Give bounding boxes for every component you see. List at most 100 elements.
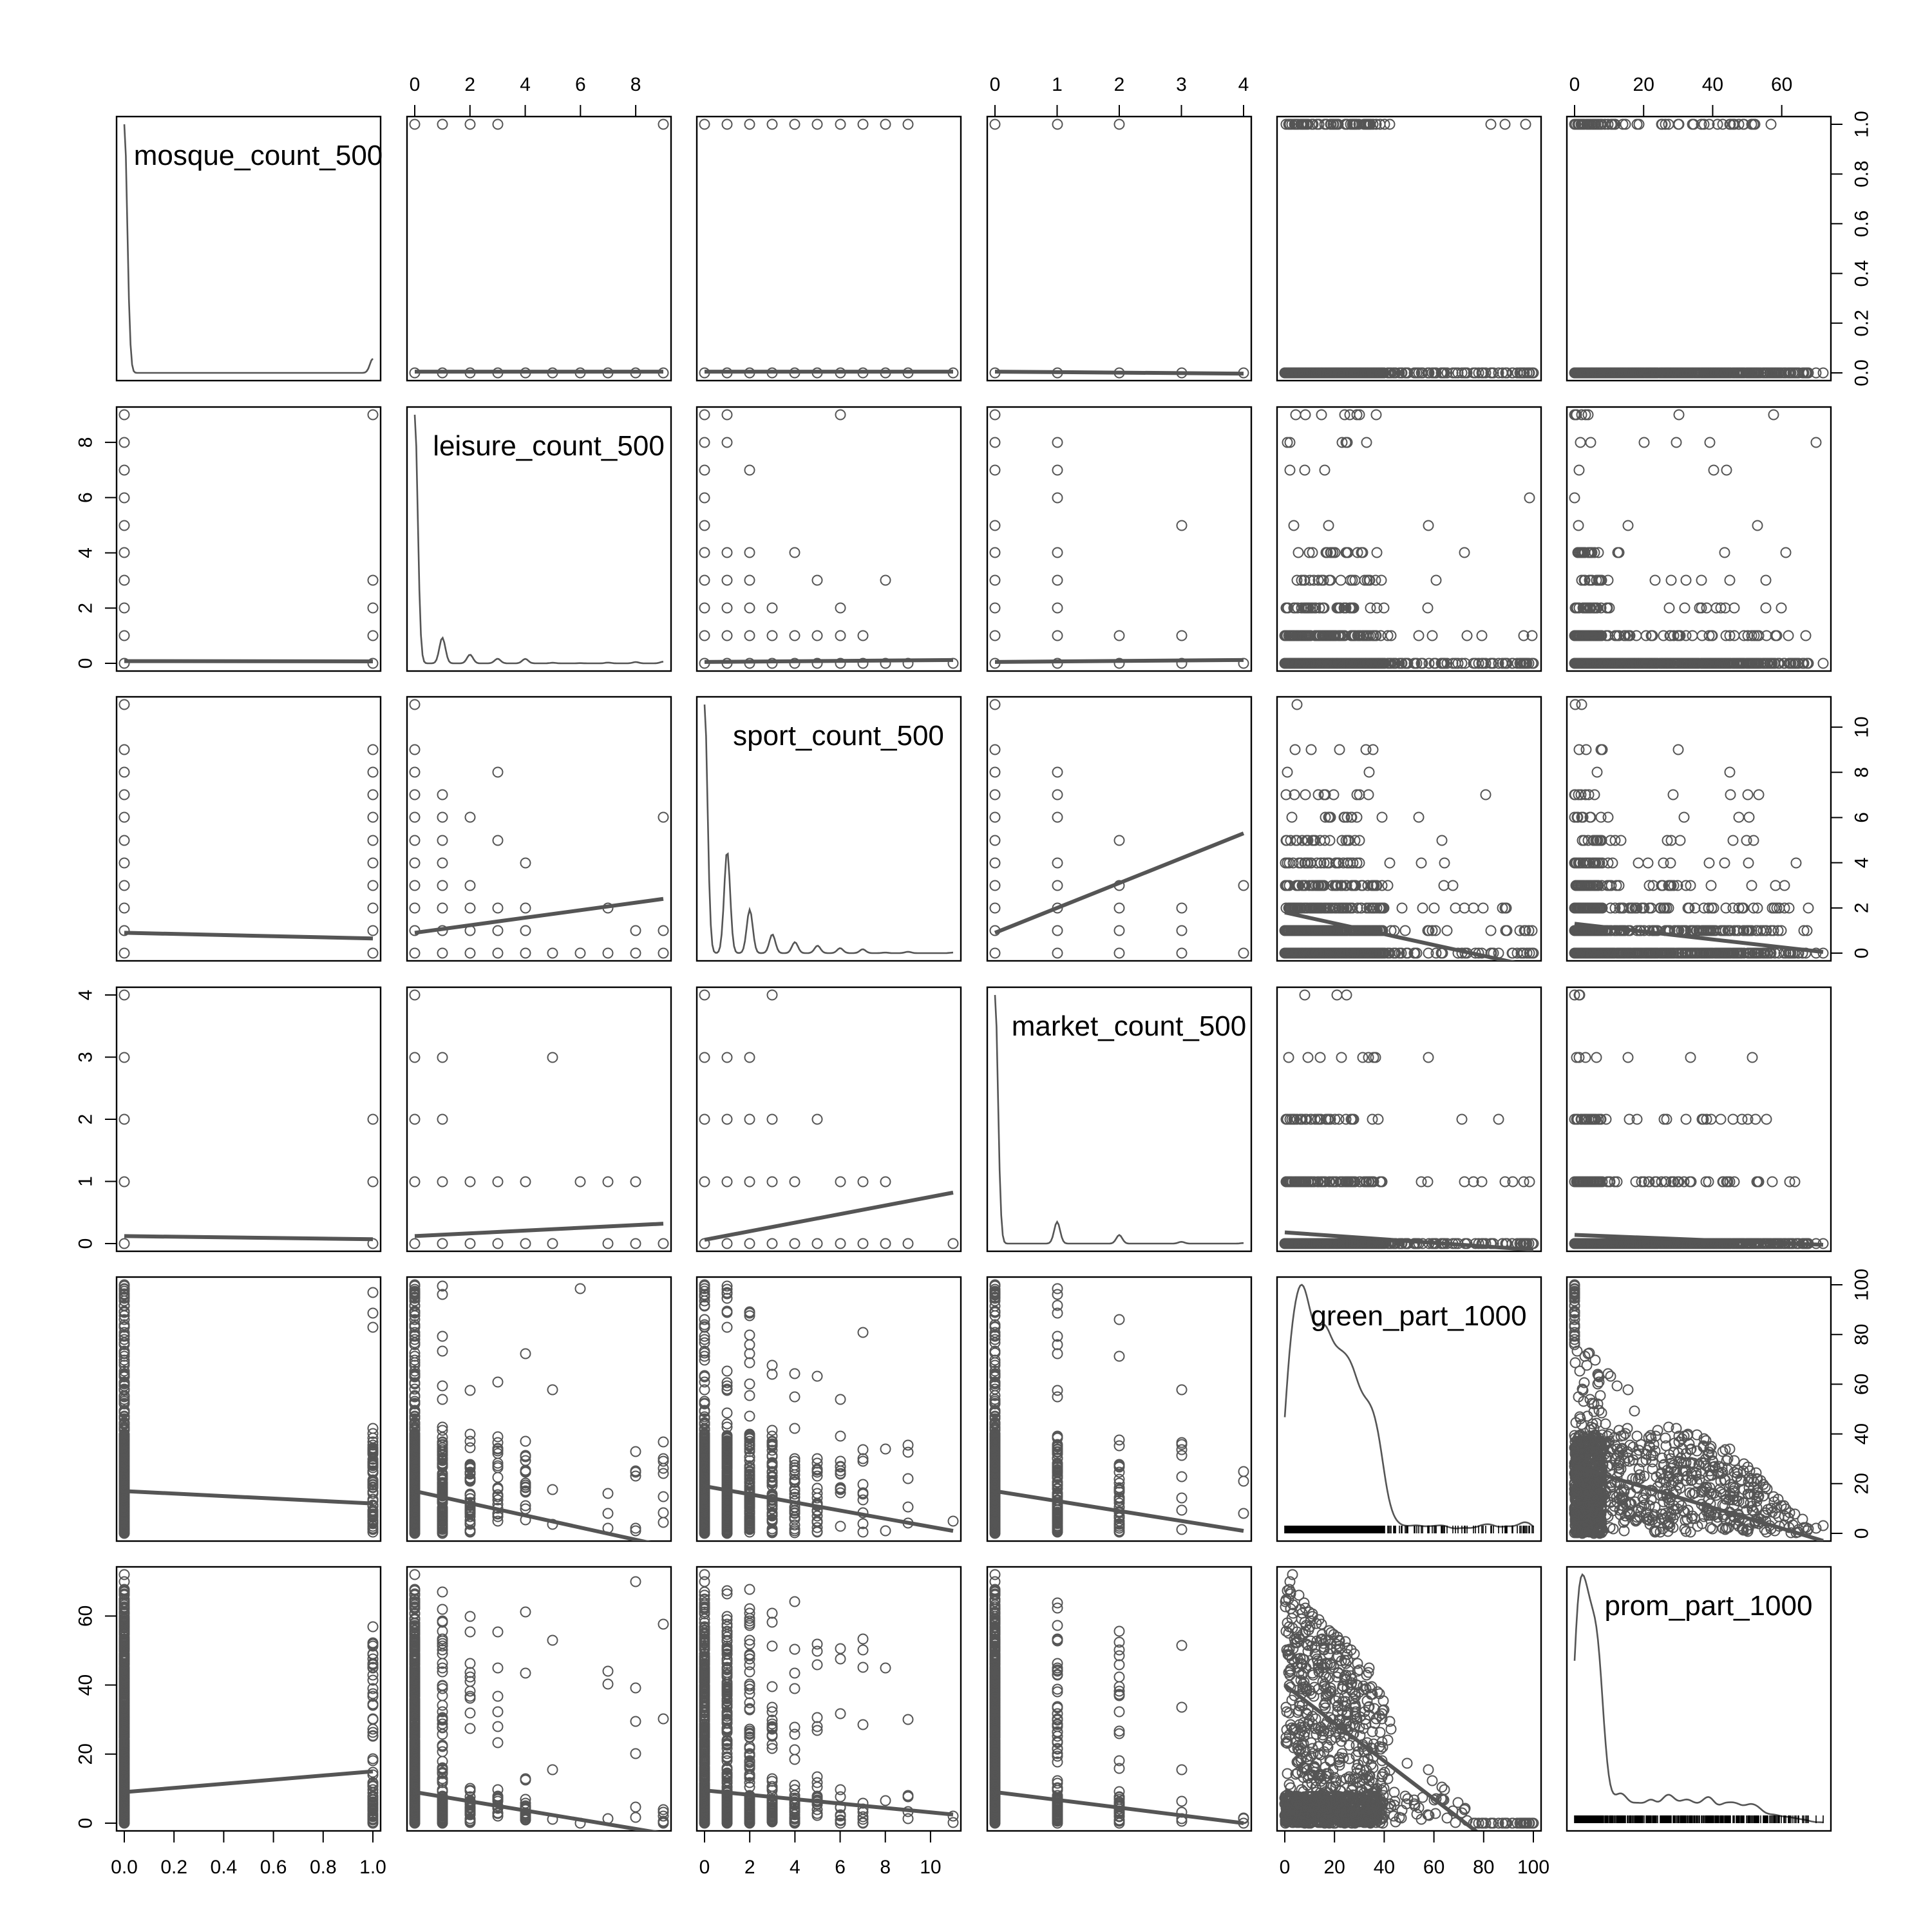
point-leisure-count-500-vs-prom-part-1000 — [1687, 630, 1698, 641]
point-market-count-500-vs-prom-part-1000 — [1622, 1052, 1634, 1063]
point-leisure-count-500-vs-green-part-1000 — [1382, 630, 1394, 641]
point-mosque-count-500-vs-prom-part-1000 — [1732, 367, 1744, 379]
point-leisure-count-500-vs-prom-part-1000 — [1724, 630, 1736, 641]
point-mosque-count-500-vs-green-part-1000 — [1501, 367, 1513, 379]
point-sport-count-500-vs-prom-part-1000 — [1753, 789, 1765, 800]
point-mosque-count-500-vs-green-part-1000 — [1291, 367, 1302, 379]
panel-sport-count-500-vs-market-count-500 — [986, 696, 1253, 962]
point-mosque-count-500-vs-prom-part-1000 — [1689, 367, 1700, 379]
point-leisure-count-500-vs-sport-count-500 — [699, 574, 710, 586]
point-green-part-1000-vs-sport-count-500 — [811, 1370, 823, 1382]
point-green-part-1000-vs-sport-count-500 — [789, 1423, 800, 1434]
point-leisure-count-500-vs-green-part-1000 — [1430, 658, 1441, 669]
point-leisure-count-500-vs-sport-count-500 — [699, 437, 710, 448]
point-sport-count-500-vs-prom-part-1000 — [1633, 857, 1644, 869]
point-sport-count-500-vs-leisure-count-500 — [492, 766, 504, 778]
point-leisure-count-500-vs-green-part-1000 — [1430, 574, 1442, 586]
point-mosque-count-500-vs-prom-part-1000 — [1585, 118, 1596, 130]
point-market-count-500-vs-sport-count-500 — [744, 1176, 755, 1188]
point-market-count-500-vs-leisure-count-500 — [437, 1052, 448, 1063]
point-sport-count-500-vs-prom-part-1000 — [1674, 835, 1686, 846]
points-green-part-1000-vs-sport-count-500 — [699, 1279, 959, 1539]
point-mosque-count-500-vs-prom-part-1000 — [1656, 118, 1667, 130]
point-leisure-count-500-vs-green-part-1000 — [1299, 464, 1311, 476]
point-leisure-count-500-vs-prom-part-1000 — [1679, 602, 1690, 614]
point-leisure-count-500-vs-sport-count-500 — [835, 630, 846, 641]
point-green-part-1000-vs-sport-count-500 — [902, 1446, 914, 1458]
point-sport-count-500-vs-prom-part-1000 — [1667, 789, 1679, 800]
point-mosque-count-500-vs-prom-part-1000 — [1789, 367, 1801, 379]
point-leisure-count-500-vs-mosque-count-500 — [367, 409, 379, 421]
point-green-part-1000-vs-sport-count-500 — [902, 1473, 914, 1484]
point-market-count-500-vs-leisure-count-500 — [602, 1238, 614, 1249]
point-leisure-count-500-vs-sport-count-500 — [835, 602, 846, 614]
point-sport-count-500-vs-green-part-1000 — [1450, 902, 1461, 914]
point-sport-count-500-vs-prom-part-1000 — [1678, 811, 1690, 823]
point-mosque-count-500-vs-prom-part-1000 — [1694, 367, 1705, 379]
point-sport-count-500-vs-mosque-count-500 — [118, 880, 130, 891]
point-mosque-count-500-vs-sport-count-500 — [699, 118, 710, 130]
point-sport-count-500-vs-green-part-1000 — [1334, 744, 1345, 755]
point-green-part-1000-vs-leisure-count-500 — [437, 1380, 448, 1392]
point-mosque-count-500-vs-green-part-1000 — [1286, 367, 1298, 379]
point-leisure-count-500-vs-green-part-1000 — [1303, 547, 1315, 558]
point-leisure-count-500-vs-green-part-1000 — [1524, 492, 1535, 504]
point-leisure-count-500-vs-green-part-1000 — [1359, 574, 1370, 586]
point-leisure-count-500-vs-sport-count-500 — [789, 547, 800, 558]
point-leisure-count-500-vs-green-part-1000 — [1438, 658, 1450, 669]
point-leisure-count-500-vs-green-part-1000 — [1501, 658, 1513, 669]
panel-sport-count-500-vs-sport-count-500 — [696, 696, 962, 962]
point-green-part-1000-vs-leisure-count-500 — [658, 1507, 669, 1519]
point-mosque-count-500-vs-green-part-1000 — [1293, 118, 1304, 130]
point-market-count-500-vs-leisure-count-500 — [409, 1238, 421, 1249]
point-market-count-500-vs-green-part-1000 — [1372, 1113, 1384, 1125]
point-mosque-count-500-vs-prom-part-1000 — [1765, 118, 1777, 130]
point-sport-count-500-vs-mosque-count-500 — [118, 947, 130, 959]
point-sport-count-500-vs-market-count-500 — [989, 811, 1001, 823]
point-leisure-count-500-vs-green-part-1000 — [1345, 602, 1357, 614]
point-mosque-count-500-vs-prom-part-1000 — [1716, 367, 1727, 379]
point-green-part-1000-vs-sport-count-500 — [857, 1494, 869, 1506]
point-mosque-count-500-vs-sport-count-500 — [902, 118, 914, 130]
point-market-count-500-vs-prom-part-1000 — [1736, 1113, 1748, 1125]
point-sport-count-500-vs-prom-part-1000 — [1770, 880, 1781, 891]
point-mosque-count-500-vs-prom-part-1000 — [1687, 118, 1698, 130]
point-market-count-500-vs-sport-count-500 — [811, 1238, 823, 1249]
point-green-part-1000-vs-leisure-count-500 — [520, 1435, 531, 1447]
point-leisure-count-500-vs-green-part-1000 — [1340, 437, 1352, 448]
point-sport-count-500-vs-leisure-count-500 — [520, 947, 531, 959]
point-leisure-count-500-vs-green-part-1000 — [1284, 464, 1296, 476]
point-mosque-count-500-vs-green-part-1000 — [1488, 367, 1499, 379]
point-market-count-500-vs-leisure-count-500 — [630, 1176, 641, 1188]
point-mosque-count-500-vs-prom-part-1000 — [1578, 367, 1590, 379]
point-sport-count-500-vs-market-count-500 — [1113, 925, 1125, 936]
point-leisure-count-500-vs-market-count-500 — [989, 630, 1001, 641]
panel-prom-part-1000-vs-sport-count-500 — [696, 1566, 962, 1832]
point-leisure-count-500-vs-sport-count-500 — [744, 464, 755, 476]
point-leisure-count-500-vs-green-part-1000 — [1312, 574, 1324, 586]
point-sport-count-500-vs-market-count-500 — [989, 789, 1001, 800]
point-sport-count-500-vs-prom-part-1000 — [1658, 857, 1669, 869]
point-leisure-count-500-vs-sport-count-500 — [766, 630, 778, 641]
panel-mosque-count-500-vs-mosque-count-500 — [115, 115, 382, 382]
point-leisure-count-500-vs-prom-part-1000 — [1721, 464, 1732, 476]
point-leisure-count-500-vs-green-part-1000 — [1319, 464, 1331, 476]
point-sport-count-500-vs-green-part-1000 — [1485, 925, 1497, 936]
point-leisure-count-500-vs-green-part-1000 — [1423, 520, 1434, 531]
point-leisure-count-500-vs-prom-part-1000 — [1573, 520, 1584, 531]
point-market-count-500-vs-green-part-1000 — [1423, 1052, 1434, 1063]
point-leisure-count-500-vs-green-part-1000 — [1488, 658, 1499, 669]
panel-mosque-count-500-vs-leisure-count-500 — [406, 115, 672, 382]
point-sport-count-500-vs-green-part-1000 — [1363, 789, 1374, 800]
point-mosque-count-500-vs-green-part-1000 — [1348, 367, 1359, 379]
point-green-part-1000-vs-market-count-500 — [1176, 1504, 1188, 1516]
point-leisure-count-500-vs-sport-count-500 — [721, 630, 733, 641]
point-sport-count-500-vs-market-count-500 — [989, 857, 1001, 869]
point-market-count-500-vs-sport-count-500 — [902, 1238, 914, 1249]
point-sport-count-500-vs-mosque-count-500 — [367, 835, 379, 846]
panel-sport-count-500-vs-prom-part-1000 — [1566, 696, 1832, 962]
point-market-count-500-vs-green-part-1000 — [1524, 1176, 1535, 1188]
point-leisure-count-500-vs-market-count-500 — [1176, 630, 1188, 641]
point-mosque-count-500-vs-green-part-1000 — [1383, 367, 1394, 379]
point-leisure-count-500-vs-mosque-count-500 — [367, 630, 379, 641]
